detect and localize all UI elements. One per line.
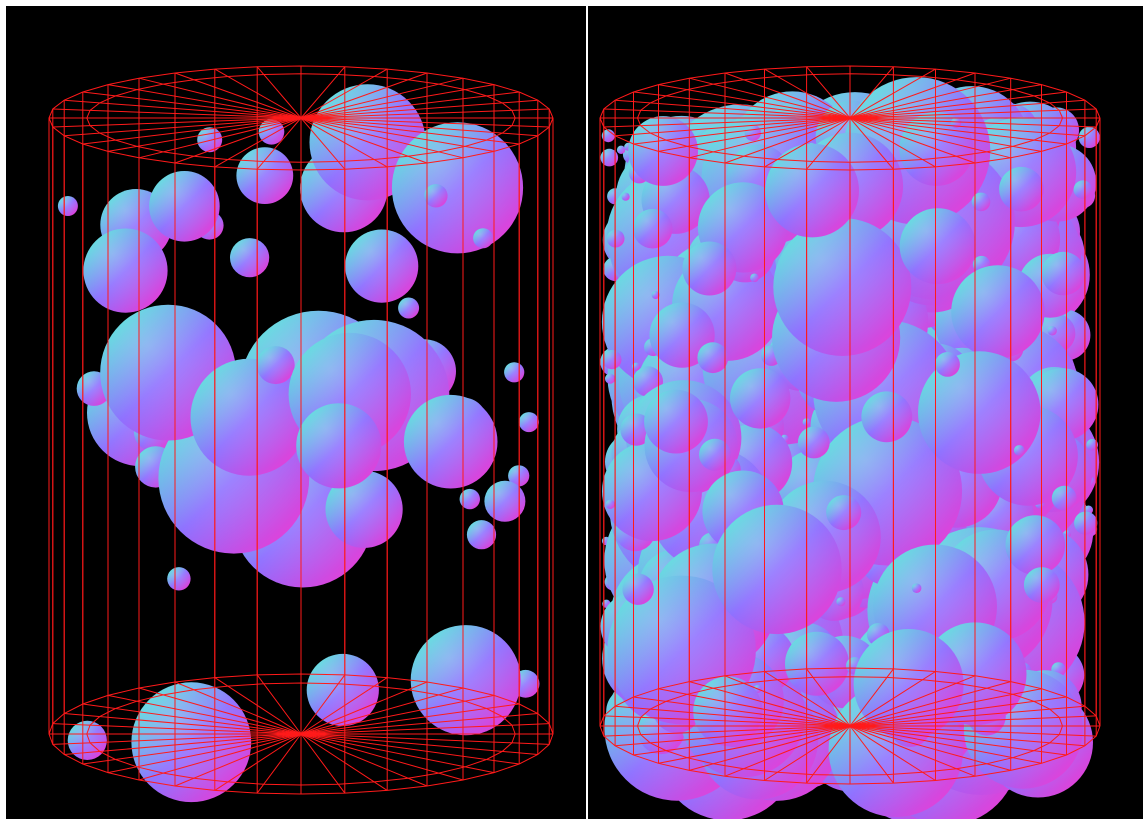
sphere-highlight [773,218,912,356]
sphere-highlight [1041,251,1086,296]
sphere-highlight [1078,126,1100,148]
sphere-highlight [1047,326,1057,336]
sphere-highlight [67,720,107,761]
sphere-highlight [861,391,913,443]
cylinder-wireframe [599,65,1101,785]
sphere-highlight [1014,445,1025,456]
sphere-highlight [999,166,1044,212]
sphere-highlight [899,208,976,285]
sphere-highlight [649,302,715,368]
left-panel-sparse-packing [6,6,586,819]
sphere-highlight [853,629,964,739]
sphere-highlight [951,265,1045,359]
sphere-highlight [797,426,830,459]
sphere-highlight [504,362,525,383]
sphere-highlight [398,297,420,319]
sphere-highlight [616,145,626,154]
sphere-highlight [57,196,78,216]
sphere-highlight [730,368,791,429]
sphere-highlight [306,653,379,727]
sphere-highlight [256,346,295,385]
sphere-highlight [83,228,168,313]
sphere-highlight [918,351,1041,474]
sphere-highlight [750,273,759,283]
sphere-highlight [236,147,294,205]
sphere-highlight [459,488,480,510]
sphere-highlight [403,394,498,489]
sphere-highlight [697,342,729,374]
sphere-highlight [911,583,922,593]
sphere-highlight [605,499,615,509]
sphere-highlight [190,358,308,476]
cylinder-wireframe [48,65,554,795]
cylinder-render-left [48,65,554,803]
sphere-highlight [621,192,630,201]
sphere-highlight [466,520,497,550]
sphere-highlight [744,124,761,141]
sphere-highlight [1051,485,1077,511]
sphere-highlight [167,567,191,591]
sphere-cluster [57,84,540,803]
sphere-highlight [632,362,641,371]
sphere-highlight [149,171,220,242]
sphere-highlight [971,192,991,212]
sphere-highlight [131,682,252,803]
sphere-highlight [296,403,382,489]
sphere-highlight [785,631,849,696]
sphere-highlight [632,208,673,249]
sphere-highlight [606,229,625,248]
sphere-highlight [836,597,846,607]
sphere-highlight [1074,511,1098,535]
sphere-highlight [651,291,660,299]
sphere-highlight [1086,439,1098,451]
sphere-highlight [1073,180,1092,199]
sphere-highlight [644,389,708,454]
sphere-highlight [826,495,862,531]
sphere-highlight [197,127,223,153]
sphere-highlight [518,412,539,433]
sphere-highlight [602,350,622,370]
sphere-highlight [682,241,737,296]
sphere-highlight [712,504,842,635]
sphere-highlight [605,373,616,384]
sphere-highlight [424,184,448,208]
sphere-highlight [484,480,526,522]
sphere-cluster [600,77,1100,819]
sphere-highlight [1005,515,1066,575]
sphere-highlight [600,148,619,167]
cylinder-render-right [599,65,1101,819]
sphere-highlight [935,352,960,377]
sphere-highlight [622,573,654,605]
sphere-highlight [473,228,494,249]
sphere-highlight [391,122,524,254]
sphere-highlight [230,238,270,278]
sphere-highlight [345,229,419,303]
sphere-highlight [765,143,859,238]
right-panel-dense-packing [588,6,1143,819]
sphere-highlight [699,438,731,471]
sphere-highlight [693,676,763,746]
